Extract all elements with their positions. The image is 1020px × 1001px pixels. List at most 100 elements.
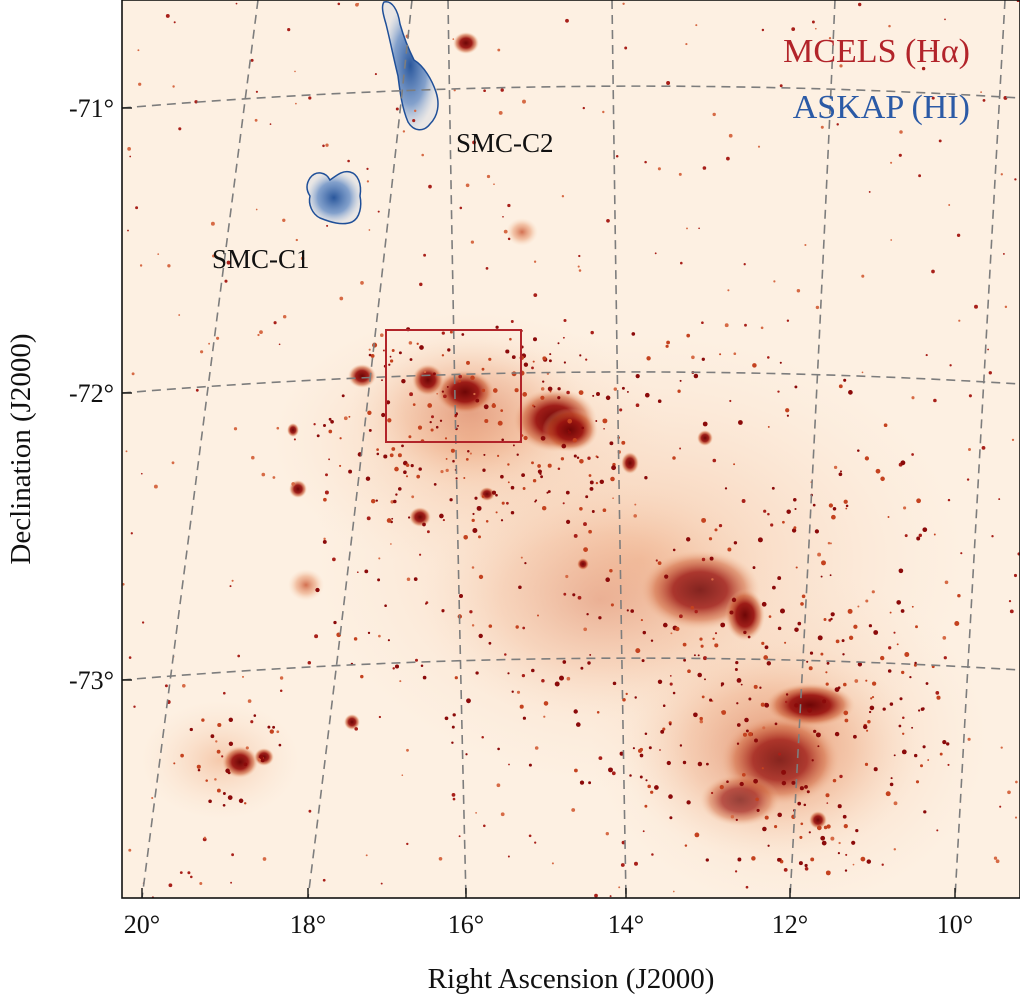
star-speck [355,2,359,7]
star-speck [216,336,220,340]
star-speck [543,715,546,718]
star-speck [1004,305,1008,309]
emission-knot [455,477,458,480]
star-speck [744,323,747,327]
emission-knot [904,652,910,657]
star-speck [179,871,183,874]
emission-knot [724,487,728,490]
star-speck [475,812,477,814]
emission-knot [391,447,396,451]
star-speck [313,423,316,426]
star-speck [451,793,456,797]
star-speck [680,261,683,265]
star-speck [255,208,258,211]
dec-tick-labels: -71° -72° -73° [69,94,114,695]
emission-knot [243,762,248,767]
emission-knot [640,619,643,622]
star-speck [257,333,260,337]
emission-knot [853,624,858,629]
emission-knot [629,774,632,777]
star-speck [380,882,383,885]
emission-knot [272,725,276,729]
emission-knot [602,418,608,424]
star-speck [178,127,182,131]
emission-knot [554,681,560,687]
star-speck [578,254,581,258]
emission-knot [786,509,791,514]
emission-knot [914,753,918,758]
emission-knot [557,387,561,391]
emission-knot [547,490,551,493]
emission-knot [528,763,532,767]
emission-knot [208,799,212,804]
star-speck [231,579,234,582]
star-speck [729,399,732,403]
star-speck [911,453,914,456]
star-speck [128,848,132,852]
star-speck [269,123,272,125]
emission-knot [838,384,843,389]
star-speck [918,174,922,178]
emission-knot [534,500,537,503]
emission-knot [567,429,570,432]
emission-knot [759,686,762,689]
ra-tick-labels: 20° 18° 16° 14° 12° 10° [124,910,973,939]
emission-knot [756,808,760,812]
emission-knot [465,753,468,756]
emission-knot [572,593,576,597]
emission-knot [821,840,827,846]
emission-knot [621,386,625,390]
emission-knot [647,784,651,789]
emission-knot [481,388,486,393]
emission-knot [654,785,659,790]
emission-knot [403,470,407,475]
emission-knot [458,379,461,383]
emission-knot [360,674,364,679]
emission-knot [672,691,676,695]
emission-knot [699,637,703,641]
star-speck [712,112,716,117]
dec-grid-line [122,657,1020,681]
star-speck [679,614,683,619]
emission-knot [401,378,406,384]
emission-knot [610,603,614,607]
emission-knot [339,437,342,440]
star-speck [988,371,992,375]
emission-knot [825,682,829,686]
star-speck [606,218,610,223]
star-speck [669,682,673,686]
emission-knot [420,664,424,668]
emission-knot [777,626,782,631]
emission-knot [463,535,469,540]
emission-knot [896,600,902,605]
emission-knot [701,357,705,361]
diffuse-glow-wing [140,700,300,820]
star-speck [619,408,623,412]
star-speck [178,314,181,316]
y-axis-label: Declination (J2000) [5,333,37,564]
emission-knot [714,643,719,648]
emission-knot [389,453,394,458]
star-speck [784,700,788,704]
emission-knot [433,483,437,486]
emission-knot [217,722,222,728]
star-speck [966,478,970,481]
emission-knot [843,823,848,829]
emission-knot [909,675,912,679]
emission-knot [605,577,610,582]
star-speck [325,473,328,477]
emission-knot [413,577,418,581]
emission-knot [936,695,941,700]
star-speck [1000,173,1003,176]
emission-knot [800,822,804,826]
emission-knot [838,472,843,477]
emission-knot [693,712,698,718]
emission-knot [782,520,785,524]
emission-knot [726,780,729,783]
emission-knot [524,562,527,565]
star-speck [366,167,369,171]
emission-knot [511,355,516,359]
star-speck [634,503,637,506]
emission-knot [880,655,885,661]
emission-knot [540,475,543,479]
